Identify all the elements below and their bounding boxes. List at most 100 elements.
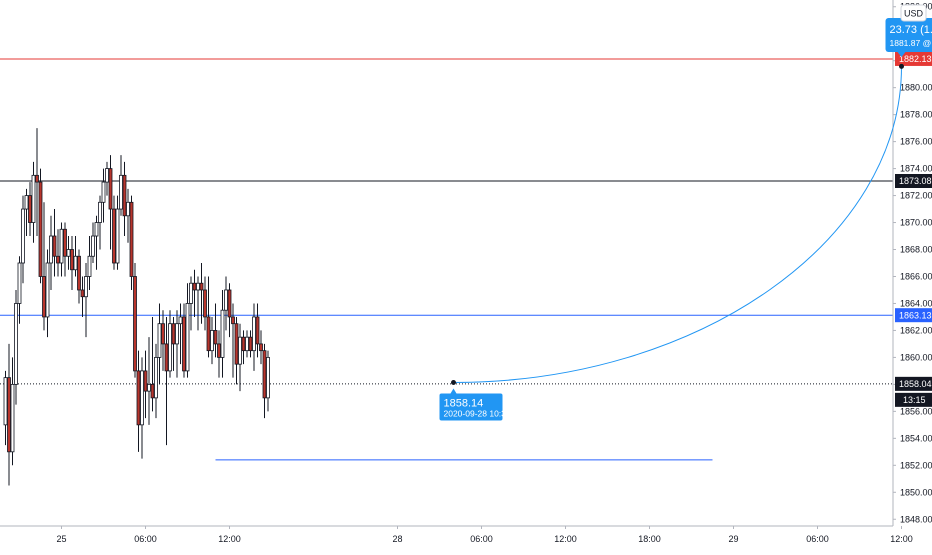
candle-body (190, 283, 193, 303)
candle-body (4, 378, 7, 425)
candle-body (256, 317, 259, 344)
candle-body (228, 290, 231, 317)
candle-body (15, 303, 18, 384)
projection-start-point[interactable] (451, 380, 456, 385)
candle-body (102, 182, 105, 202)
candle-body (11, 384, 14, 451)
candle-body (99, 202, 102, 222)
candle-body (267, 357, 270, 397)
candle-body (144, 371, 147, 391)
blue-level-badge[interactable]: 1863.13 (895, 308, 932, 322)
candle-body (183, 317, 186, 371)
badge-label: 1882.13 (899, 54, 932, 64)
candle-body (113, 209, 116, 263)
candle-body (225, 290, 228, 310)
time-tick-label: 12:00 (218, 534, 241, 544)
candle-body (158, 324, 161, 358)
candle-body (242, 337, 245, 350)
candle-body (134, 276, 137, 370)
candle-body (92, 236, 95, 256)
candle-body (127, 202, 130, 215)
time-tick-label: 12:00 (890, 534, 913, 544)
candle-body (116, 209, 119, 263)
candle-body (130, 202, 133, 276)
price-tick-label: 1872.00 (900, 191, 932, 201)
price-tick-label: 1870.00 (900, 218, 932, 228)
candle-body (172, 324, 175, 344)
projection-target-label: 1881.87 @ 2020-09-30 03:30 (890, 38, 932, 48)
time-tick-label: 06:00 (806, 534, 829, 544)
candle-body (8, 378, 11, 452)
black-level-badge[interactable]: 1873.08 (895, 174, 932, 188)
projection-change-label: 23.73 (1.28%) in 1d 17h (890, 24, 932, 36)
candle-body (39, 182, 42, 276)
candle-body (263, 351, 266, 398)
price-tick-label: 1868.00 (900, 245, 932, 255)
candle-body (18, 263, 21, 303)
candle-body (22, 209, 25, 263)
candle-body (232, 317, 235, 324)
badge-label: 1863.13 (899, 310, 932, 320)
candle-body (207, 317, 210, 351)
candle-body (95, 223, 98, 236)
price-tick-label: 1874.00 (900, 164, 932, 174)
price-tick-label: 1880.00 (900, 83, 932, 93)
candle-body (60, 229, 63, 263)
projection-end-callout: 23.73 (1.28%) in 1d 17h 1881.87 @ 2020-09… (886, 18, 932, 57)
candle-body (71, 250, 74, 270)
candle-body (53, 236, 56, 256)
price-tick-label: 1848.00 (900, 514, 932, 524)
candle-body (151, 384, 154, 397)
candle-body (253, 317, 256, 351)
candle-body (137, 371, 140, 425)
candle-body (197, 283, 200, 290)
badge-label: 1858.04 (899, 379, 932, 389)
candle-body (85, 276, 88, 296)
candle-body (106, 169, 109, 182)
candle-body (249, 337, 252, 350)
currency-button[interactable]: USD (901, 5, 926, 21)
candle-body (57, 256, 60, 263)
time-tick-label: 29 (728, 534, 738, 544)
countdown-label: 13:15 (903, 395, 926, 405)
candle-body (81, 290, 84, 297)
candle-body (120, 175, 123, 209)
time-tick-label: 18:00 (638, 534, 661, 544)
candle-body (64, 229, 67, 256)
candle-body (204, 290, 207, 317)
candle-body (176, 324, 179, 344)
candle-body (88, 256, 91, 276)
badge-label: 1873.08 (899, 176, 932, 186)
candle-body (200, 283, 203, 290)
price-tick-label: 1876.00 (900, 137, 932, 147)
candle-body (260, 344, 263, 351)
candle-body (67, 250, 70, 257)
candle-body (155, 357, 158, 397)
candle-body (239, 337, 242, 364)
price-tick-label: 1862.00 (900, 325, 932, 335)
projection-end-point[interactable] (899, 64, 904, 69)
candle-body (218, 344, 221, 357)
candle-body (169, 324, 172, 371)
start-date-label: 2020-09-28 10:30 (444, 408, 511, 418)
candle-body (162, 324, 165, 344)
candle-body (221, 310, 224, 357)
candle-body (74, 256, 77, 269)
time-tick-label: 06:00 (134, 534, 157, 544)
candle-body (246, 337, 249, 350)
candle-body (29, 196, 32, 223)
price-tick-label: 1854.00 (900, 433, 932, 443)
candle-body (148, 384, 151, 391)
currency-label: USD (904, 9, 924, 19)
candle-body (32, 175, 35, 222)
candle-body (78, 256, 81, 290)
price-tick-label: 1878.00 (900, 110, 932, 120)
candle-body (186, 303, 189, 370)
candle-body (123, 175, 126, 215)
countdown-badge: 13:15 (895, 393, 932, 407)
current-price-badge[interactable]: 1858.04 (895, 377, 932, 391)
candle-body (211, 330, 214, 350)
price-tick-label: 1856.00 (900, 406, 932, 416)
